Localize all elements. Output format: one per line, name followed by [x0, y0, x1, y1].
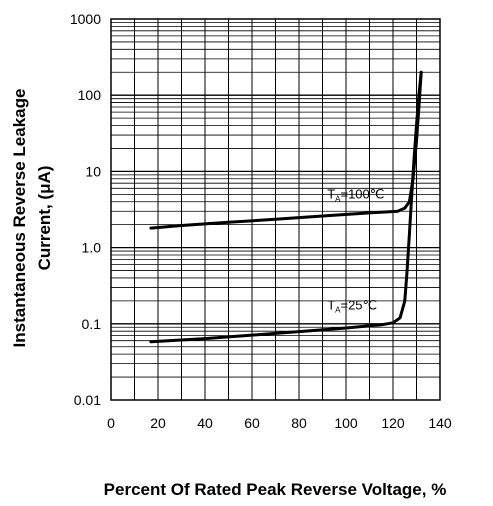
x-tick-label: 120 [381, 415, 405, 431]
x-tick-label: 20 [150, 415, 166, 431]
series [149, 70, 423, 344]
y-tick-label: 1.0 [82, 240, 102, 256]
series-line-2 [149, 70, 423, 344]
y-tick-label: 1000 [70, 11, 101, 27]
x-axis-title: Percent Of Rated Peak Reverse Voltage, % [104, 480, 447, 499]
y-tick-label: 0.01 [74, 392, 101, 408]
y-axis-title-line-1: Instantaneous Reverse Leakage [10, 89, 29, 348]
series-labels: TA=100℃ TA=25℃ [327, 187, 384, 315]
x-tick-label: 40 [197, 415, 213, 431]
y-tick-label: 100 [78, 87, 102, 103]
y-tick-label: 0.1 [82, 316, 102, 332]
y-tick-label: 10 [85, 163, 101, 179]
y-axis-title-line-2: Current, (μA) [35, 166, 54, 271]
x-tick-label: 140 [428, 415, 452, 431]
x-tick-label: 80 [291, 415, 307, 431]
grid [111, 19, 440, 400]
tick-labels: 0 20 40 60 80 100 120 140 0.01 0.1 1.0 10 100 1000 [70, 11, 452, 431]
x-tick-label: 100 [334, 415, 358, 431]
plot-frame [110, 18, 441, 401]
x-tick-label: 0 [107, 415, 115, 431]
series-label-1: TA=100℃ [327, 187, 384, 204]
series-label-2: TA=25℃ [327, 297, 377, 314]
x-tick-label: 60 [244, 415, 260, 431]
